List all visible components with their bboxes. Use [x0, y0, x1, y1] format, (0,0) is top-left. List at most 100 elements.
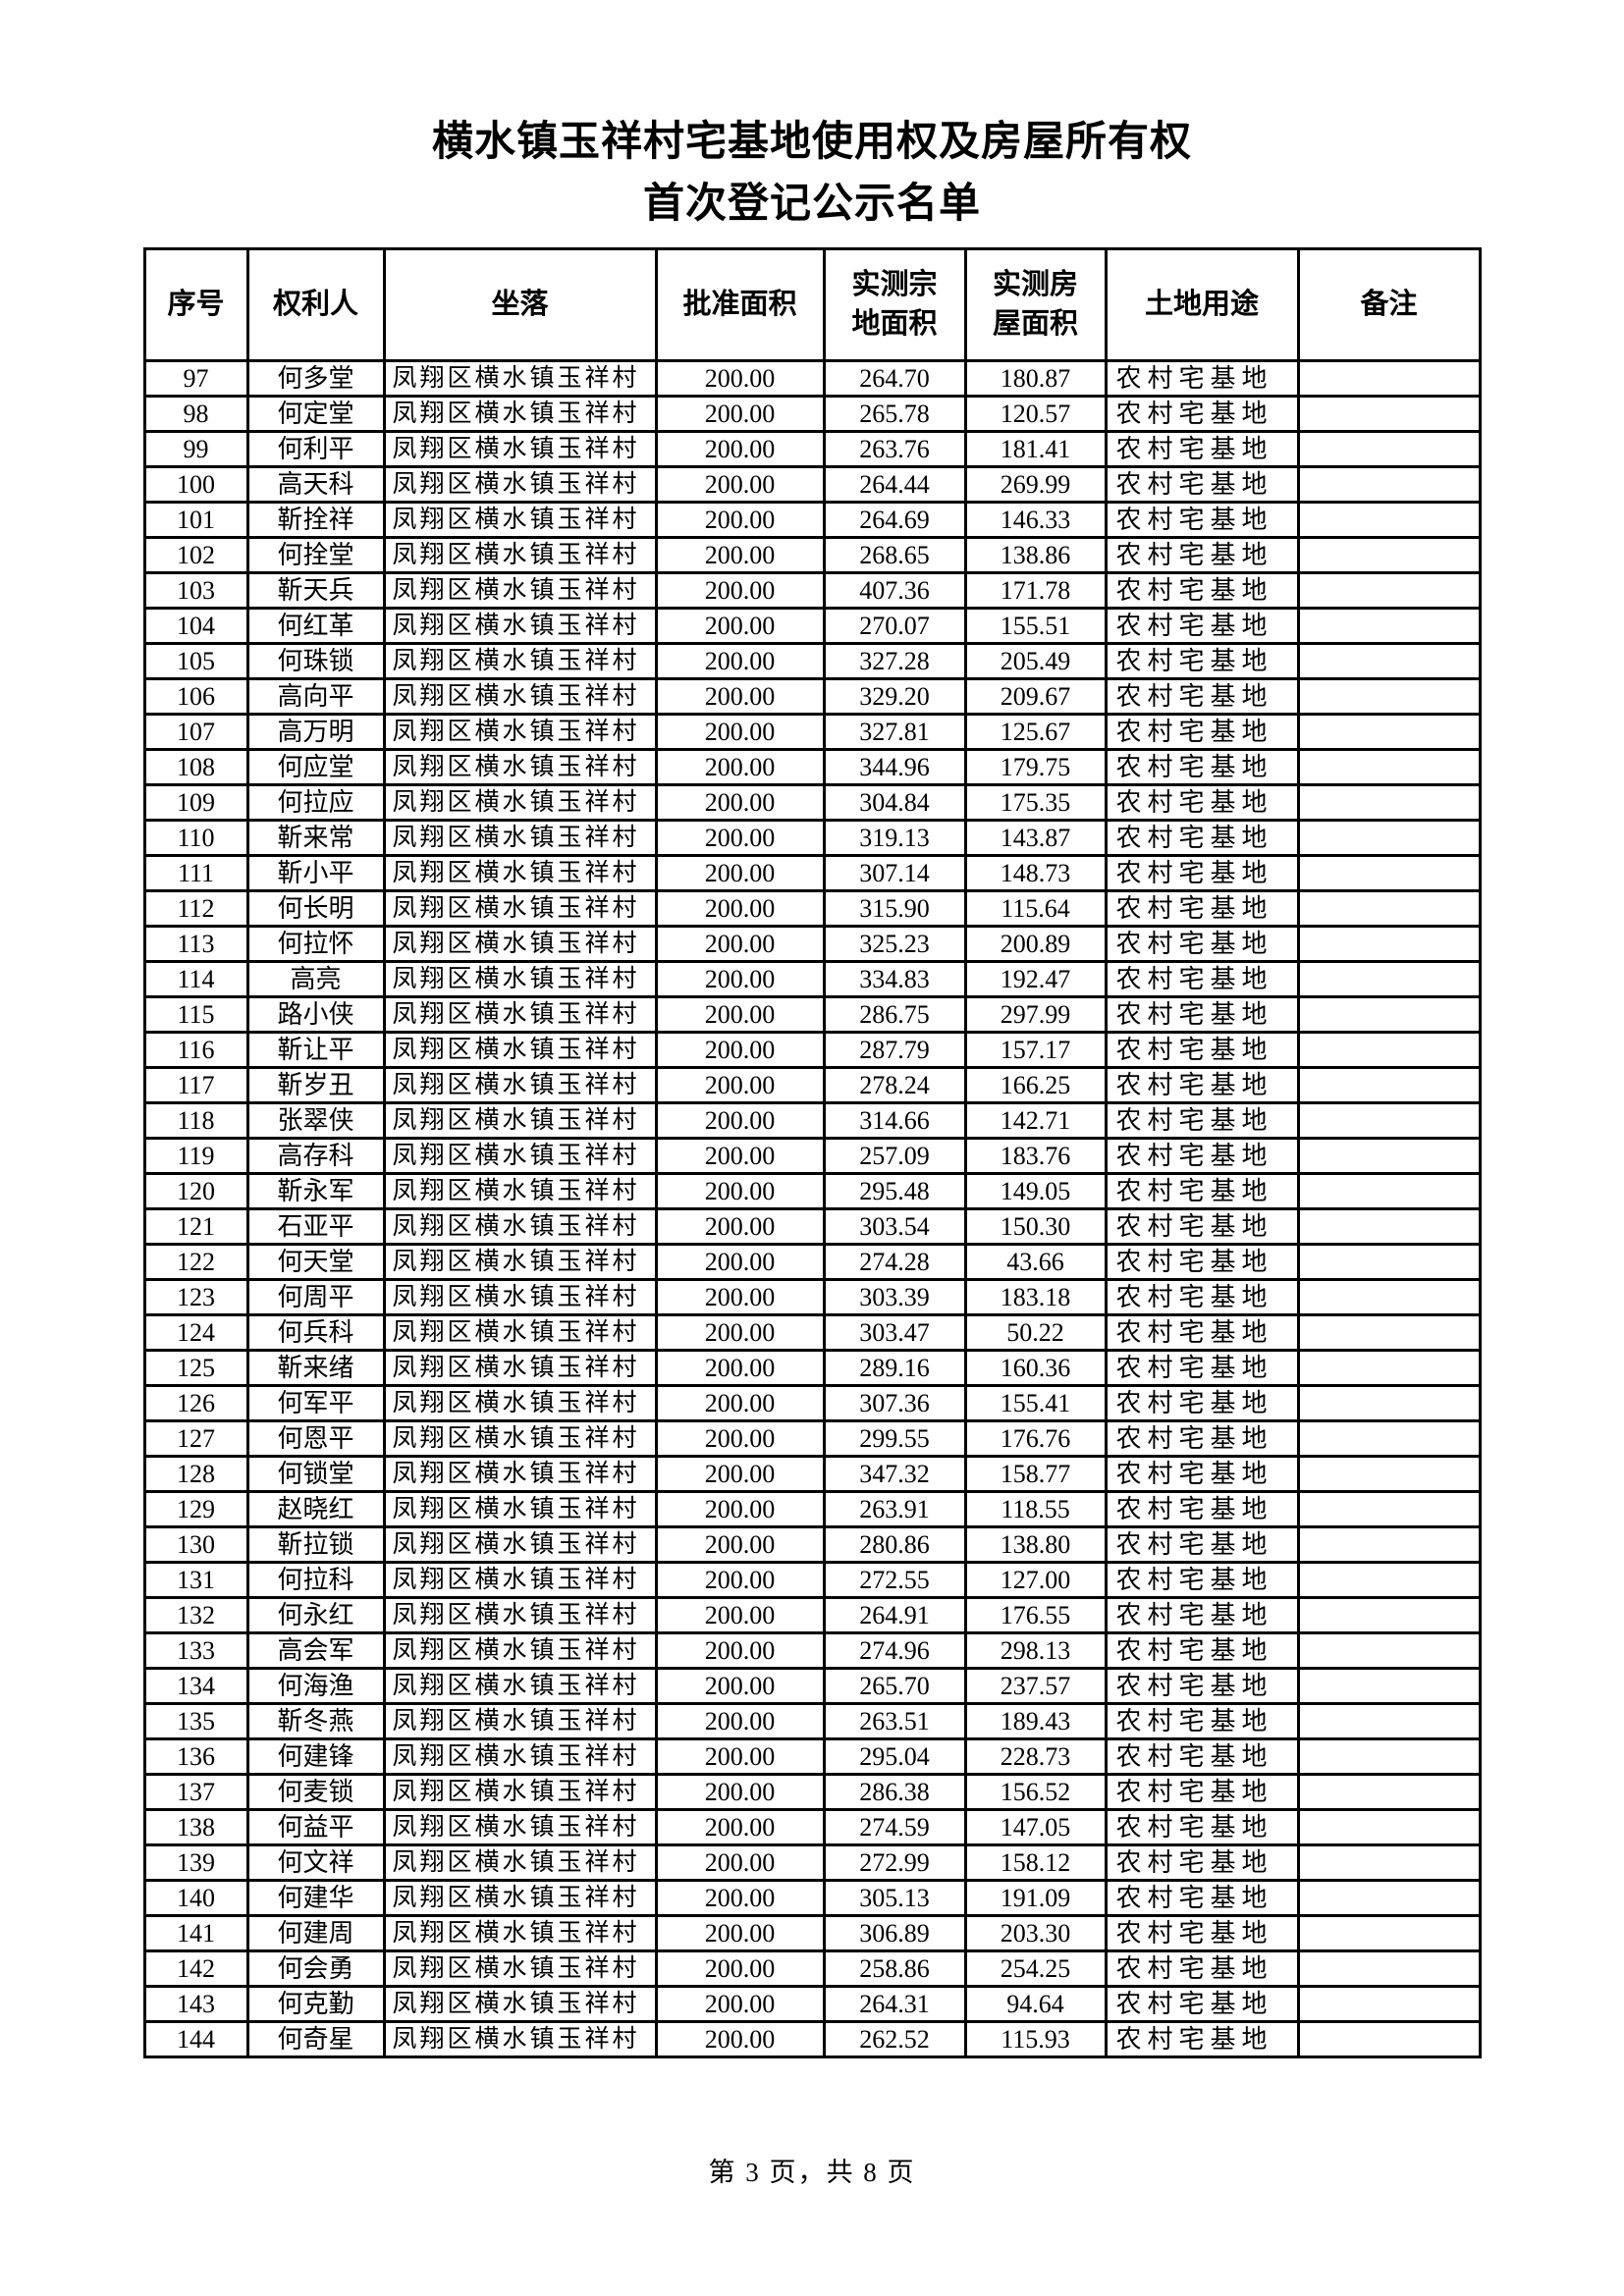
cell-approved-area: 200.00	[654, 1949, 826, 1988]
cell-parcel-area: 334.83	[822, 960, 967, 998]
cell-remarks	[1296, 677, 1482, 716]
cell-parcel-area: 286.75	[822, 995, 967, 1034]
cell-index: 113	[142, 925, 249, 963]
cell-location: 凤翔区横水镇玉祥村	[382, 1172, 658, 1210]
cell-location: 凤翔区横水镇玉祥村	[382, 925, 658, 963]
cell-house-area: 143.87	[963, 819, 1108, 857]
cell-parcel-area: 307.36	[822, 1384, 967, 1422]
cell-parcel-area: 327.81	[822, 713, 967, 751]
cell-index: 107	[142, 713, 249, 751]
cell-house-area: 50.22	[963, 1313, 1108, 1352]
cell-approved-area: 200.00	[654, 1631, 826, 1670]
table-row: 100 高天科 凤翔区横水镇玉祥村 200.00 264.44 269.99 农…	[142, 465, 1482, 504]
header-remarks: 备注	[1296, 247, 1482, 362]
cell-parcel-area: 287.79	[822, 1031, 967, 1069]
cell-remarks	[1296, 783, 1482, 822]
cell-owner: 何长明	[245, 889, 386, 928]
cell-remarks	[1296, 607, 1482, 645]
cell-index: 124	[142, 1313, 249, 1352]
cell-house-area: 183.18	[963, 1278, 1108, 1316]
cell-remarks	[1296, 395, 1482, 433]
cell-approved-area: 200.00	[654, 1243, 826, 1281]
cell-location: 凤翔区横水镇玉祥村	[382, 1101, 658, 1140]
cell-location: 凤翔区横水镇玉祥村	[382, 1207, 658, 1246]
cell-house-area: 228.73	[963, 1737, 1108, 1776]
cell-house-area: 94.64	[963, 1985, 1108, 2023]
cell-approved-area: 200.00	[654, 889, 826, 928]
cell-location: 凤翔区横水镇玉祥村	[382, 1455, 658, 1493]
cell-house-area: 138.80	[963, 1525, 1108, 1564]
cell-remarks	[1296, 1843, 1482, 1882]
cell-land-use: 农村宅基地	[1104, 607, 1300, 645]
table-row: 127 何恩平 凤翔区横水镇玉祥村 200.00 299.55 176.76 农…	[142, 1419, 1482, 1458]
cell-house-area: 146.33	[963, 501, 1108, 539]
registration-table: 序号 权利人 坐落 批准面积 实测宗 地面积 实测房 屋面积 土地用途 备注 9…	[142, 247, 1482, 2058]
table-header-row: 序号 权利人 坐落 批准面积 实测宗 地面积 实测房 屋面积 土地用途 备注	[142, 247, 1482, 362]
cell-owner: 靳天兵	[245, 571, 386, 610]
cell-remarks	[1296, 1137, 1482, 1175]
cell-index: 121	[142, 1207, 249, 1246]
cell-land-use: 农村宅基地	[1104, 925, 1300, 963]
cell-index: 132	[142, 1596, 249, 1634]
cell-house-area: 191.09	[963, 1879, 1108, 1917]
header-approved-area: 批准面积	[654, 247, 826, 362]
cell-index: 112	[142, 889, 249, 928]
cell-land-use: 农村宅基地	[1104, 1879, 1300, 1917]
table-row: 123 何周平 凤翔区横水镇玉祥村 200.00 303.39 183.18 农…	[142, 1278, 1482, 1316]
cell-approved-area: 200.00	[654, 359, 826, 398]
cell-land-use: 农村宅基地	[1104, 359, 1300, 398]
cell-approved-area: 200.00	[654, 1737, 826, 1776]
cell-parcel-area: 305.13	[822, 1879, 967, 1917]
cell-index: 119	[142, 1137, 249, 1175]
cell-remarks	[1296, 465, 1482, 504]
cell-land-use: 农村宅基地	[1104, 1525, 1300, 1564]
cell-index: 111	[142, 854, 249, 892]
table-row: 122 何天堂 凤翔区横水镇玉祥村 200.00 274.28 43.66 农村…	[142, 1243, 1482, 1281]
cell-owner: 何利平	[245, 430, 386, 468]
table-row: 140 何建华 凤翔区横水镇玉祥村 200.00 305.13 191.09 农…	[142, 1879, 1482, 1917]
header-location: 坐落	[382, 247, 658, 362]
cell-owner: 靳拉锁	[245, 1525, 386, 1564]
cell-owner: 何珠锁	[245, 642, 386, 680]
cell-approved-area: 200.00	[654, 1702, 826, 1740]
cell-land-use: 农村宅基地	[1104, 1243, 1300, 1281]
cell-index: 134	[142, 1667, 249, 1705]
cell-index: 144	[142, 2020, 249, 2058]
cell-house-area: 179.75	[963, 748, 1108, 786]
cell-land-use: 农村宅基地	[1104, 1914, 1300, 1952]
cell-remarks	[1296, 1525, 1482, 1564]
cell-parcel-area: 270.07	[822, 607, 967, 645]
cell-approved-area: 200.00	[654, 1525, 826, 1564]
cell-parcel-area: 303.47	[822, 1313, 967, 1352]
table-row: 111 靳小平 凤翔区横水镇玉祥村 200.00 307.14 148.73 农…	[142, 854, 1482, 892]
cell-owner: 何建华	[245, 1879, 386, 1917]
cell-index: 122	[142, 1243, 249, 1281]
cell-remarks	[1296, 1490, 1482, 1528]
cell-parcel-area: 319.13	[822, 819, 967, 857]
cell-index: 97	[142, 359, 249, 398]
cell-parcel-area: 265.78	[822, 395, 967, 433]
cell-approved-area: 200.00	[654, 960, 826, 998]
cell-remarks	[1296, 854, 1482, 892]
table-row: 106 高向平 凤翔区横水镇玉祥村 200.00 329.20 209.67 农…	[142, 677, 1482, 716]
cell-approved-area: 200.00	[654, 2020, 826, 2058]
cell-house-area: 115.93	[963, 2020, 1108, 2058]
cell-approved-area: 200.00	[654, 1066, 826, 1104]
cell-land-use: 农村宅基地	[1104, 2020, 1300, 2058]
cell-owner: 何文祥	[245, 1843, 386, 1882]
cell-house-area: 175.35	[963, 783, 1108, 822]
table-row: 101 靳拴祥 凤翔区横水镇玉祥村 200.00 264.69 146.33 农…	[142, 501, 1482, 539]
cell-location: 凤翔区横水镇玉祥村	[382, 1949, 658, 1988]
cell-approved-area: 200.00	[654, 607, 826, 645]
cell-owner: 何永红	[245, 1596, 386, 1634]
cell-owner: 何麦锁	[245, 1773, 386, 1811]
cell-remarks	[1296, 1667, 1482, 1705]
cell-location: 凤翔区横水镇玉祥村	[382, 1985, 658, 2023]
cell-owner: 高万明	[245, 713, 386, 751]
cell-house-area: 189.43	[963, 1702, 1108, 1740]
cell-owner: 高会军	[245, 1631, 386, 1670]
cell-land-use: 农村宅基地	[1104, 677, 1300, 716]
table-row: 114 高亮 凤翔区横水镇玉祥村 200.00 334.83 192.47 农村…	[142, 960, 1482, 998]
cell-remarks	[1296, 642, 1482, 680]
cell-location: 凤翔区横水镇玉祥村	[382, 1278, 658, 1316]
